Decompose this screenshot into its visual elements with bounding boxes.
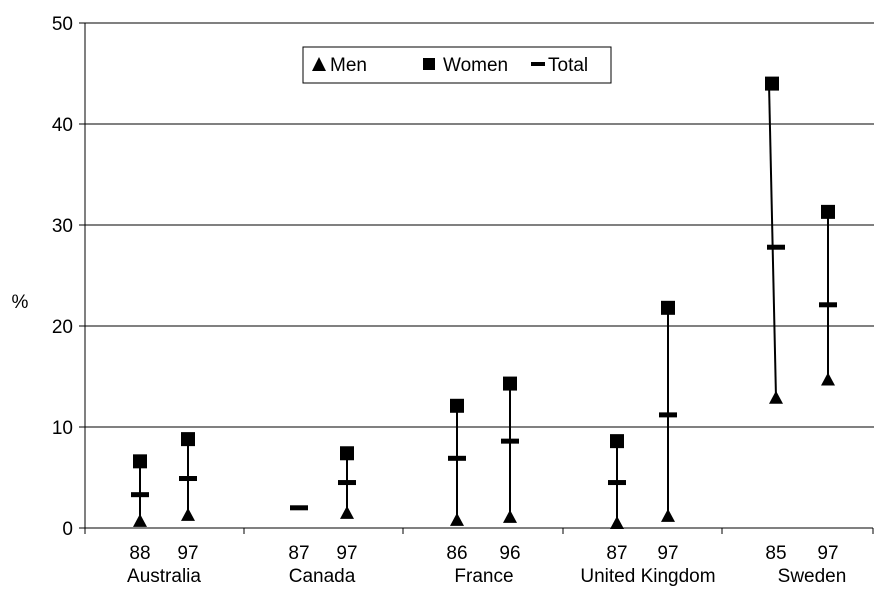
x-tick-label-year: 96 xyxy=(499,543,520,564)
x-tick-label-year: 88 xyxy=(129,543,150,564)
women-marker xyxy=(661,300,675,315)
total-marker xyxy=(767,244,785,250)
men-marker xyxy=(450,512,464,526)
x-tick-label-year: 87 xyxy=(288,543,309,564)
women-marker xyxy=(340,446,354,461)
legend-total-dash-icon xyxy=(531,62,545,66)
men-marker xyxy=(661,508,675,522)
y-tick-label-20: 20 xyxy=(52,317,73,338)
total-marker xyxy=(608,480,626,486)
total-marker xyxy=(448,455,466,461)
legend-women-label: Women xyxy=(443,55,508,76)
women-marker xyxy=(821,204,835,219)
total-marker xyxy=(501,438,519,444)
y-axis-label: % xyxy=(12,292,29,313)
y-tick-label-40: 40 xyxy=(52,115,73,136)
range-lines xyxy=(139,83,829,523)
legend-women-square-icon xyxy=(423,58,435,70)
total-marker xyxy=(659,412,677,418)
men-marker xyxy=(181,507,195,521)
x-tick-label-year: 97 xyxy=(336,543,357,564)
y-tick-label-30: 30 xyxy=(52,216,73,237)
x-tick-label-year: 85 xyxy=(765,543,786,564)
data-marks xyxy=(131,76,837,529)
grid xyxy=(85,22,874,428)
men-marker xyxy=(821,372,835,386)
women-marker xyxy=(503,376,517,391)
total-marker xyxy=(179,476,197,482)
x-tick-label-year: 87 xyxy=(606,543,627,564)
total-marker xyxy=(290,505,308,511)
men-marker xyxy=(610,515,624,529)
women-marker xyxy=(765,76,779,91)
total-marker xyxy=(131,492,149,498)
y-tick-label-0: 0 xyxy=(62,519,73,540)
legend: Men Women Total xyxy=(302,46,612,84)
women-marker xyxy=(181,432,195,447)
x-tick-label-year: 86 xyxy=(446,543,467,564)
x-group-label-1: Canada xyxy=(289,566,356,587)
axes xyxy=(79,22,874,534)
x-group-label-4: Sweden xyxy=(778,566,847,587)
legend-men-triangle-icon xyxy=(312,57,326,71)
range-line xyxy=(768,83,777,398)
legend-men-label: Men xyxy=(330,55,367,76)
y-tick-label-50: 50 xyxy=(52,14,73,35)
y-tick-labels: 0 10 20 30 40 50 xyxy=(52,14,73,540)
women-marker xyxy=(133,454,147,469)
men-marker xyxy=(133,513,147,527)
x-tick-label-year: 97 xyxy=(177,543,198,564)
x-group-label-2: France xyxy=(454,566,513,587)
men-marker xyxy=(503,509,517,523)
total-marker xyxy=(819,302,837,308)
x-tick-label-year: 97 xyxy=(817,543,838,564)
women-marker xyxy=(450,398,464,413)
x-group-label-3: United Kingdom xyxy=(580,566,715,587)
men-marker xyxy=(340,505,354,519)
x-tick-label-year: 97 xyxy=(657,543,678,564)
legend-total-label: Total xyxy=(548,55,588,76)
x-group-label-0: Australia xyxy=(127,566,201,587)
total-marker xyxy=(338,480,356,486)
women-marker xyxy=(610,434,624,449)
men-marker xyxy=(769,390,783,404)
y-tick-label-10: 10 xyxy=(52,418,73,439)
